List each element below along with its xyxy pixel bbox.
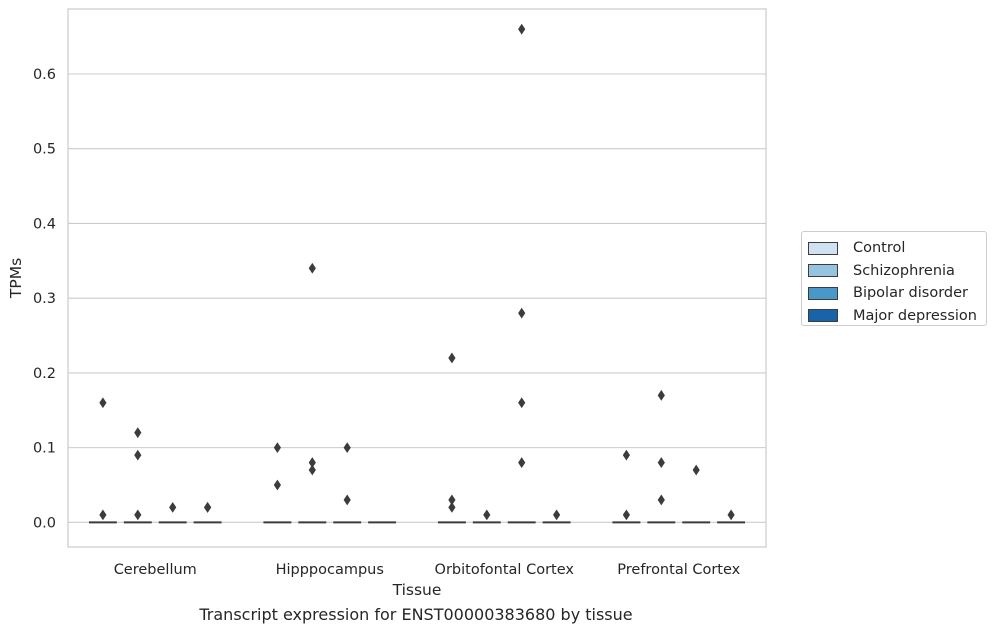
outlier-point — [657, 457, 665, 468]
outlier-point — [308, 464, 316, 476]
legend-item: Major depression — [808, 305, 986, 328]
outlier-point — [483, 509, 491, 521]
outlier-point — [448, 501, 456, 513]
y-tick-labels: 0.0 0.1 0.2 0.3 0.4 0.5 0.6 — [33, 67, 56, 531]
outlier-point — [134, 427, 142, 439]
y-tick-label: 0.4 — [33, 216, 56, 232]
legend-label: Control — [853, 240, 906, 257]
x-axis-label: Tissue — [392, 581, 442, 599]
outlier-point — [657, 494, 665, 506]
x-tick-label: Cerebellum — [114, 562, 197, 578]
plot-frame — [67, 8, 767, 548]
x-tick-label: Orbitofontal Cortex — [435, 562, 575, 578]
y-tick-label: 0.6 — [33, 67, 56, 83]
outlier-point — [134, 509, 142, 521]
x-tick-label: Hipppocampus — [276, 562, 384, 578]
chart-caption: Transcript expression for ENST0000038368… — [199, 605, 633, 624]
legend-label: Bipolar disorder — [853, 285, 968, 302]
grid-layer — [68, 73, 766, 523]
y-tick-label: 0.5 — [33, 142, 56, 158]
y-tick-label: 0.0 — [33, 515, 56, 531]
y-tick-label: 0.2 — [33, 366, 56, 382]
legend-item: Schizophrenia — [808, 260, 986, 283]
outlier-point — [518, 397, 526, 409]
outlier-point — [692, 464, 700, 476]
outlier-point — [343, 442, 351, 454]
outlier-point — [657, 389, 665, 401]
point-layer — [99, 23, 735, 521]
legend-swatch — [808, 264, 838, 278]
y-axis-label: TPMs — [7, 258, 25, 299]
legend-swatch — [808, 241, 838, 255]
y-tick-label: 0.3 — [33, 291, 56, 307]
legend-label: Major depression — [853, 307, 977, 324]
outlier-point — [169, 501, 177, 513]
outlier-point — [343, 494, 351, 506]
outlier-point — [448, 352, 456, 364]
outlier-point — [518, 307, 526, 319]
outlier-point — [134, 449, 142, 461]
legend-swatch — [808, 286, 838, 300]
outlier-point — [273, 442, 281, 454]
x-tick-label: Prefrontal Cortex — [617, 562, 740, 578]
outlier-point — [308, 262, 316, 274]
outlier-point — [518, 23, 526, 35]
legend-label: Schizophrenia — [853, 262, 955, 279]
outlier-point — [518, 457, 526, 468]
outlier-point — [99, 509, 107, 521]
legend-item: Control — [808, 237, 986, 260]
outlier-point — [448, 494, 456, 506]
x-tick-labels: Cerebellum Hipppocampus Orbitofontal Corte… — [114, 562, 741, 578]
outlier-point — [99, 397, 107, 409]
outlier-point — [622, 509, 630, 521]
outlier-point — [727, 509, 735, 521]
outlier-point — [204, 501, 212, 513]
legend-swatch — [808, 309, 838, 323]
legend-item: Bipolar disorder — [808, 282, 986, 305]
y-tick-label: 0.1 — [33, 441, 56, 457]
outlier-point — [308, 457, 316, 468]
outlier-point — [273, 479, 281, 491]
legend: Control Schizophrenia Bipolar disorder Majo… — [801, 231, 987, 326]
outlier-point — [622, 449, 630, 461]
outlier-point — [553, 509, 561, 521]
